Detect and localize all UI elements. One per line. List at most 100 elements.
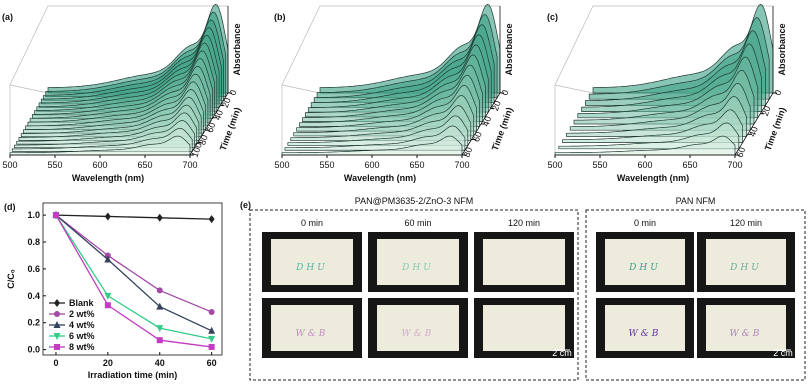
group-box bbox=[249, 209, 579, 381]
y-tick-label: 0.4 bbox=[27, 291, 40, 301]
fabric bbox=[706, 305, 786, 351]
y-tick-label: 80 bbox=[197, 133, 210, 146]
marker bbox=[104, 252, 111, 259]
handwriting: W&B bbox=[296, 329, 329, 339]
y-tick-label: 100 bbox=[189, 141, 204, 159]
marker bbox=[53, 333, 61, 340]
fabric bbox=[377, 305, 459, 351]
marker bbox=[156, 302, 164, 310]
handwriting: DHU bbox=[295, 263, 328, 273]
y-tick-label: 40 bbox=[212, 109, 225, 122]
handwriting: W&B bbox=[402, 329, 435, 339]
y-tick-label: 0.6 bbox=[27, 264, 40, 274]
frame bbox=[281, 5, 500, 155]
x-tick-label: 600 bbox=[364, 160, 379, 170]
frame bbox=[9, 5, 228, 155]
z-axis-title: Absorbance bbox=[777, 23, 787, 75]
series-line bbox=[55, 214, 212, 313]
time-label: 0 min bbox=[301, 218, 323, 228]
x-axis-title: Wavelength (nm) bbox=[617, 173, 689, 183]
fabric bbox=[377, 239, 459, 285]
handwriting: W&B bbox=[629, 329, 662, 339]
time-label: 0 min bbox=[634, 218, 656, 228]
marker bbox=[54, 344, 60, 350]
spectrum-curve bbox=[9, 135, 191, 156]
marker bbox=[156, 325, 164, 333]
x-tick-label: 650 bbox=[682, 160, 697, 170]
y-tick-label: 0.0 bbox=[27, 345, 40, 355]
marker bbox=[54, 311, 60, 317]
handwriting: W&B bbox=[508, 329, 541, 339]
panel-label: (b) bbox=[274, 12, 286, 22]
marker bbox=[156, 287, 163, 294]
time-label: 60 min bbox=[404, 218, 431, 228]
handwriting: DHU bbox=[401, 263, 434, 273]
time-label: 120 min bbox=[730, 218, 762, 228]
marker bbox=[208, 215, 215, 224]
x-tick-label: 550 bbox=[592, 160, 607, 170]
frame bbox=[554, 5, 773, 155]
z-axis-title: Absorbance bbox=[232, 23, 242, 75]
marker bbox=[208, 326, 216, 334]
marker bbox=[208, 335, 216, 343]
legend-label: 2 wt% bbox=[69, 309, 95, 319]
x-tick-label: 650 bbox=[137, 160, 152, 170]
plot-frame bbox=[42, 202, 223, 356]
panel-label: (d) bbox=[4, 202, 16, 212]
y-axis-title: Time (min) bbox=[490, 106, 515, 152]
x-tick-label: 550 bbox=[319, 160, 334, 170]
x-tick-label: 40 bbox=[155, 358, 165, 368]
spectrum-curve bbox=[554, 135, 736, 156]
panel-label: (a) bbox=[2, 12, 13, 22]
x-tick-label: 700 bbox=[182, 160, 197, 170]
fabric bbox=[483, 305, 565, 351]
x-axis-title: Irradiation time (min) bbox=[88, 370, 178, 380]
y-axis-title: C/C₀ bbox=[6, 269, 16, 289]
x-tick-label: 600 bbox=[637, 160, 652, 170]
marker bbox=[208, 343, 215, 350]
marker bbox=[208, 308, 215, 315]
group-title: PAN@PM3635-2/ZnO-3 NFM bbox=[355, 196, 474, 206]
y-tick-label: 0 bbox=[499, 89, 510, 97]
fabric bbox=[271, 305, 353, 351]
panel-label: (e) bbox=[240, 200, 251, 210]
fabric bbox=[271, 239, 353, 285]
x-axis-title: Wavelength (nm) bbox=[344, 173, 416, 183]
y-tick-label: 20 bbox=[220, 96, 233, 109]
y-tick-label: 0.2 bbox=[27, 318, 40, 328]
fabric bbox=[605, 239, 685, 285]
series-line bbox=[55, 214, 212, 348]
group-title: PAN NFM bbox=[676, 196, 716, 206]
x-axis-title: Wavelength (nm) bbox=[72, 173, 144, 183]
fabric bbox=[706, 239, 786, 285]
series-line bbox=[55, 214, 212, 332]
legend-label: Blank bbox=[69, 298, 95, 308]
y-tick-label: 40 bbox=[747, 125, 760, 138]
y-tick-label: 1.0 bbox=[27, 210, 40, 220]
marker bbox=[104, 302, 111, 309]
marker bbox=[156, 213, 163, 222]
marker bbox=[104, 255, 112, 263]
legend-label: 8 wt% bbox=[69, 342, 95, 352]
time-label: 120 min bbox=[508, 218, 540, 228]
x-tick-label: 20 bbox=[103, 358, 113, 368]
fabric bbox=[605, 305, 685, 351]
scale-label: 2 cm bbox=[552, 348, 572, 358]
spectrum-curve bbox=[562, 109, 743, 143]
y-tick-label: 80 bbox=[461, 146, 474, 159]
spectrum-curve bbox=[558, 122, 740, 150]
series-line bbox=[55, 214, 212, 340]
x-tick-label: 60 bbox=[207, 358, 217, 368]
marker bbox=[104, 212, 111, 221]
y-tick-label: 60 bbox=[205, 121, 218, 134]
x-tick-label: 550 bbox=[47, 160, 62, 170]
y-tick-label: 20 bbox=[490, 99, 503, 112]
legend-label: 4 wt% bbox=[69, 320, 95, 330]
x-tick-label: 600 bbox=[92, 160, 107, 170]
marker bbox=[52, 212, 59, 219]
spectrum-curve bbox=[281, 135, 463, 156]
y-tick-label: 0.8 bbox=[27, 237, 40, 247]
x-tick-label: 500 bbox=[547, 160, 562, 170]
legend-label: 6 wt% bbox=[69, 331, 95, 341]
